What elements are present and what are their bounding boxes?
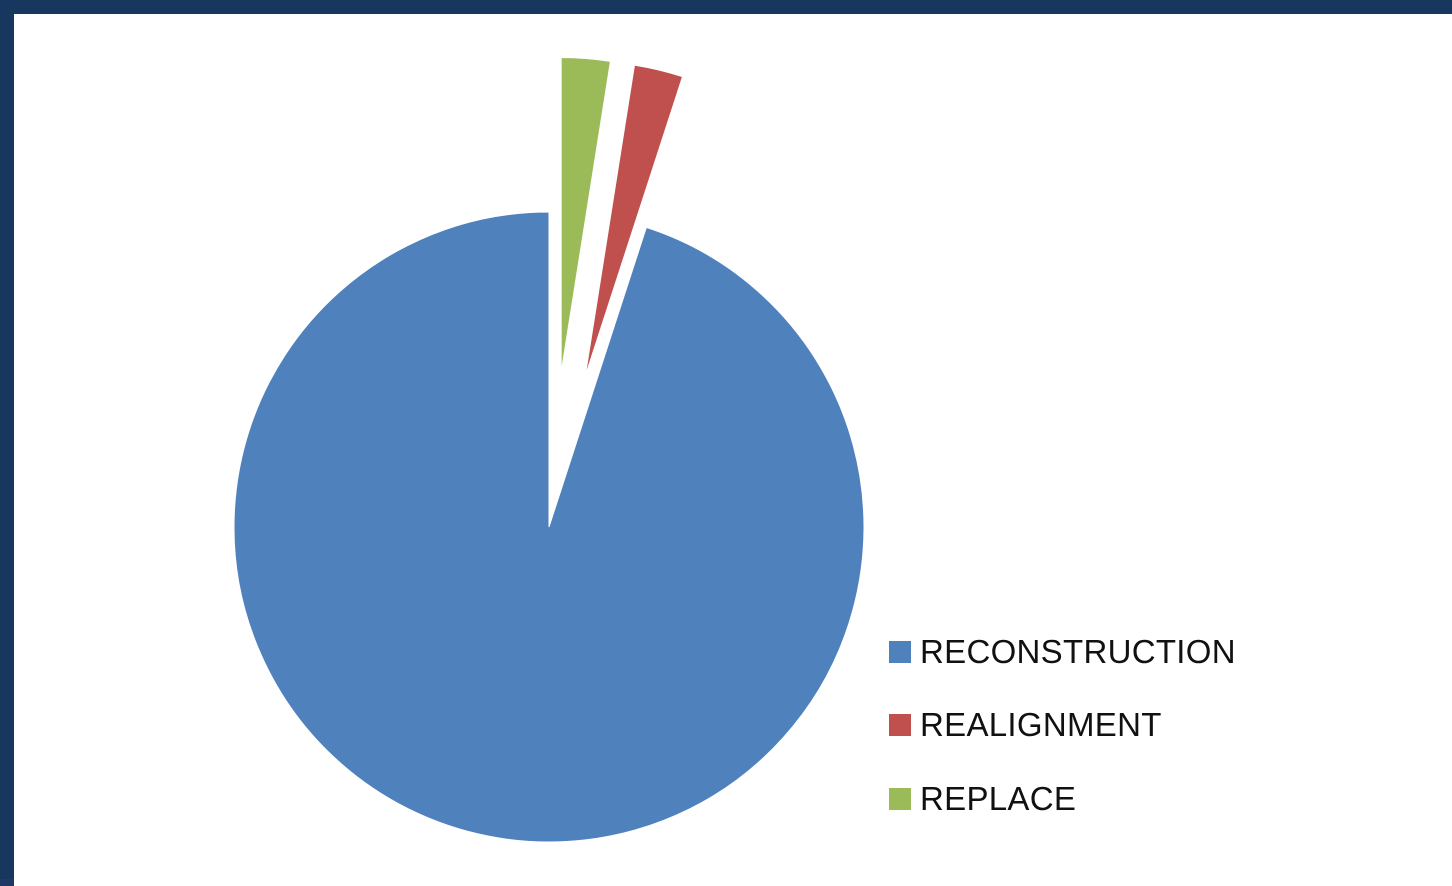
legend-swatch-replace (889, 788, 911, 810)
pie-slice-replace (560, 56, 612, 373)
legend-label-realignment: REALIGNMENT (920, 706, 1162, 743)
pie-slice-reconstruction (233, 211, 865, 843)
legend-item-reconstruction: RECONSTRUCTION (889, 630, 1236, 674)
legend-item-realignment: REALIGNMENT (889, 703, 1162, 747)
legend-swatch-reconstruction (889, 641, 911, 663)
pie-chart (233, 56, 865, 843)
legend-item-replace: REPLACE (889, 777, 1076, 821)
legend-swatch-realignment (889, 714, 911, 736)
legend-label-reconstruction: RECONSTRUCTION (920, 633, 1236, 670)
pie-slice-realignment (584, 64, 684, 377)
legend-label-replace: REPLACE (920, 780, 1077, 817)
chart-area: RECONSTRUCTION REALIGNMENT REPLACE (14, 14, 1452, 886)
legend: RECONSTRUCTION REALIGNMENT REPLACE (889, 630, 1289, 830)
